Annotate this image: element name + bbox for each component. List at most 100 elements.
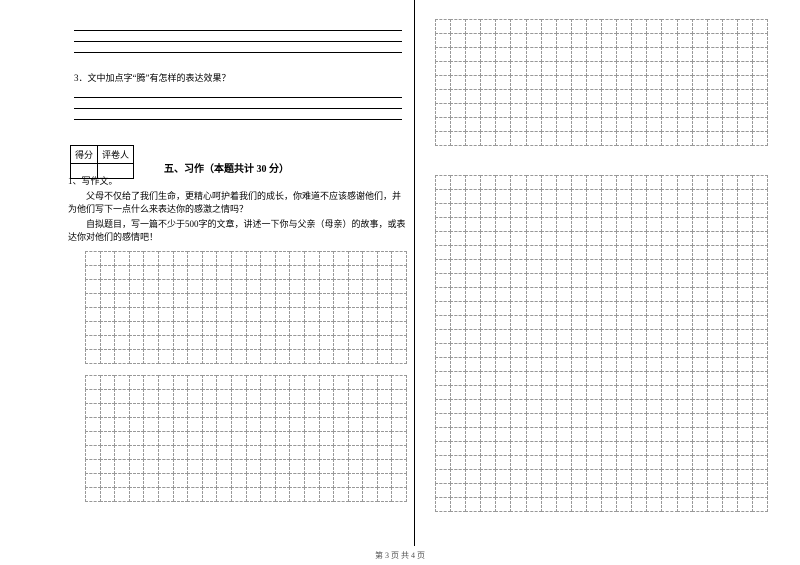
grid-cell xyxy=(737,245,753,260)
grid-cell xyxy=(377,265,393,280)
grid-cell xyxy=(752,103,768,118)
grid-cell xyxy=(348,251,364,266)
grid-cell xyxy=(541,273,557,288)
grid-cell xyxy=(616,329,632,344)
grid-cell xyxy=(616,483,632,498)
grid-cell xyxy=(304,293,320,308)
grid-cell xyxy=(275,417,291,432)
grid-cell xyxy=(722,189,738,204)
grid-cell xyxy=(677,33,693,48)
grid-cell xyxy=(319,389,335,404)
grid-cell xyxy=(275,445,291,460)
grid-cell xyxy=(129,279,145,294)
grid-cell xyxy=(304,251,320,266)
grid-cell xyxy=(450,259,466,274)
grid-cell xyxy=(319,375,335,390)
grid-cell xyxy=(737,117,753,132)
grid-cell xyxy=(722,329,738,344)
grid-cell xyxy=(362,445,378,460)
grid-cell xyxy=(541,441,557,456)
grid-cell xyxy=(707,245,723,260)
grid-cell xyxy=(661,231,677,246)
grid-cell xyxy=(616,103,632,118)
grid-cell xyxy=(571,47,587,62)
grid-cell xyxy=(348,375,364,390)
grid-cell xyxy=(571,231,587,246)
grid-cell xyxy=(114,431,130,446)
grid-cell xyxy=(114,389,130,404)
grid-cell xyxy=(646,329,662,344)
grid-cell xyxy=(480,483,496,498)
grid-cell xyxy=(304,279,320,294)
grid-cell xyxy=(435,455,451,470)
grid-cell xyxy=(348,293,364,308)
grid-cell xyxy=(465,217,481,232)
grid-cell xyxy=(173,473,189,488)
grid-cell xyxy=(646,469,662,484)
grid-cell xyxy=(556,273,572,288)
grid-cell xyxy=(556,175,572,190)
grid-cell xyxy=(737,103,753,118)
grid-cell xyxy=(541,259,557,274)
grid-cell xyxy=(435,33,451,48)
grid-cell xyxy=(465,33,481,48)
grid-cell xyxy=(480,413,496,428)
grid-cell xyxy=(616,343,632,358)
grid-cell xyxy=(661,89,677,104)
grid-cell xyxy=(450,399,466,414)
grid-cell xyxy=(631,469,647,484)
grid-cell xyxy=(631,117,647,132)
grid-cell xyxy=(646,413,662,428)
grid-cell xyxy=(465,315,481,330)
grid-cell xyxy=(752,273,768,288)
grid-cell xyxy=(202,473,218,488)
grid-cell xyxy=(737,441,753,456)
grid-cell xyxy=(616,287,632,302)
grid-cell xyxy=(526,33,542,48)
grid-cell xyxy=(333,417,349,432)
grid-cell xyxy=(556,315,572,330)
grid-cell xyxy=(275,321,291,336)
grid-cell xyxy=(391,417,407,432)
grid-cell xyxy=(391,349,407,364)
grid-cell xyxy=(571,427,587,442)
grid-cell xyxy=(586,427,602,442)
grid-cell xyxy=(586,203,602,218)
grid-cell xyxy=(495,455,511,470)
grid-cell xyxy=(465,343,481,358)
grid-cell xyxy=(187,265,203,280)
grid-cell xyxy=(231,431,247,446)
grid-cell xyxy=(646,231,662,246)
grid-cell xyxy=(289,349,305,364)
grid-cell xyxy=(631,19,647,34)
grid-cell xyxy=(289,335,305,350)
grid-cell xyxy=(216,403,232,418)
grid-cell xyxy=(435,427,451,442)
grid-cell xyxy=(100,375,116,390)
grid-cell xyxy=(246,431,262,446)
grid-cell xyxy=(289,265,305,280)
grid-cell xyxy=(510,273,526,288)
grid-cell xyxy=(173,279,189,294)
grid-cell xyxy=(556,413,572,428)
grid-cell xyxy=(450,75,466,90)
grid-cell xyxy=(465,413,481,428)
grid-cell xyxy=(737,175,753,190)
grid-cell xyxy=(495,75,511,90)
grid-cell xyxy=(616,19,632,34)
grid-cell xyxy=(646,483,662,498)
grid-cell xyxy=(85,321,101,336)
grid-cell xyxy=(586,385,602,400)
grid-cell xyxy=(707,343,723,358)
grid-cell xyxy=(187,279,203,294)
grid-cell xyxy=(541,175,557,190)
grid-cell xyxy=(586,357,602,372)
grid-cell xyxy=(586,343,602,358)
answer-line xyxy=(74,109,402,120)
grid-cell xyxy=(275,265,291,280)
grid-cell xyxy=(737,259,753,274)
grid-cell xyxy=(661,75,677,90)
grid-cell xyxy=(173,487,189,502)
answer-line xyxy=(74,87,402,98)
grid-cell xyxy=(377,349,393,364)
